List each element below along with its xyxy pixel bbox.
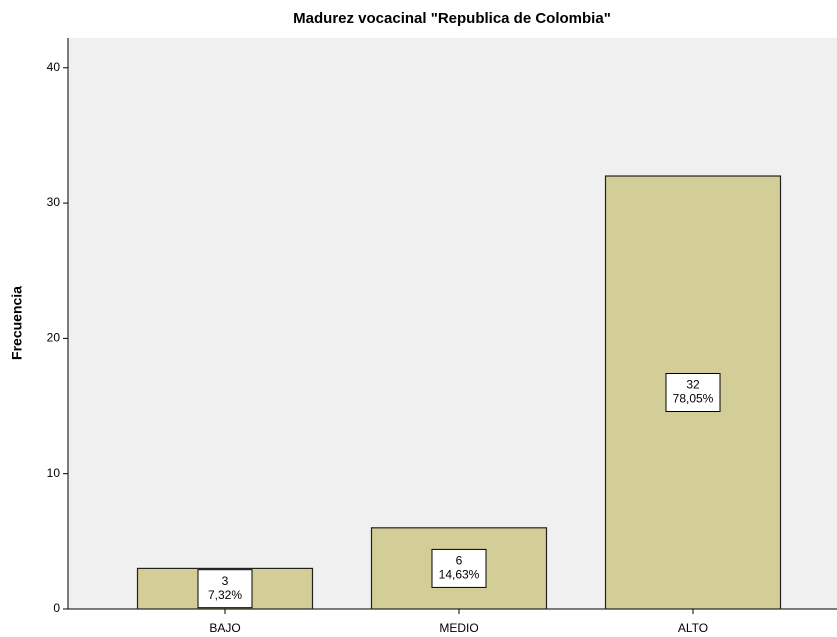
y-tick-label: 20 (47, 331, 61, 345)
data-label-box (665, 373, 721, 413)
x-tick-label: ALTO (678, 621, 708, 635)
chart-title: Madurez vocacinal "Republica de Colombia… (293, 10, 611, 27)
y-tick-label: 30 (47, 195, 61, 209)
y-tick-label: 10 (47, 466, 61, 480)
data-label: 3 (222, 574, 229, 588)
x-tick-label: BAJO (209, 621, 240, 635)
data-label: 6 (456, 554, 463, 568)
data-label: 78,05% (673, 392, 714, 406)
y-tick-label: 0 (53, 601, 60, 615)
x-tick-label: MEDIO (439, 621, 478, 635)
y-axis-label: Frecuencia (9, 286, 25, 360)
data-label: 7,32% (208, 588, 242, 602)
data-label-box (431, 548, 487, 588)
data-label: 32 (686, 378, 700, 392)
y-tick-label: 40 (47, 60, 61, 74)
data-label: 14,63% (439, 568, 480, 582)
data-label-box (197, 569, 253, 609)
